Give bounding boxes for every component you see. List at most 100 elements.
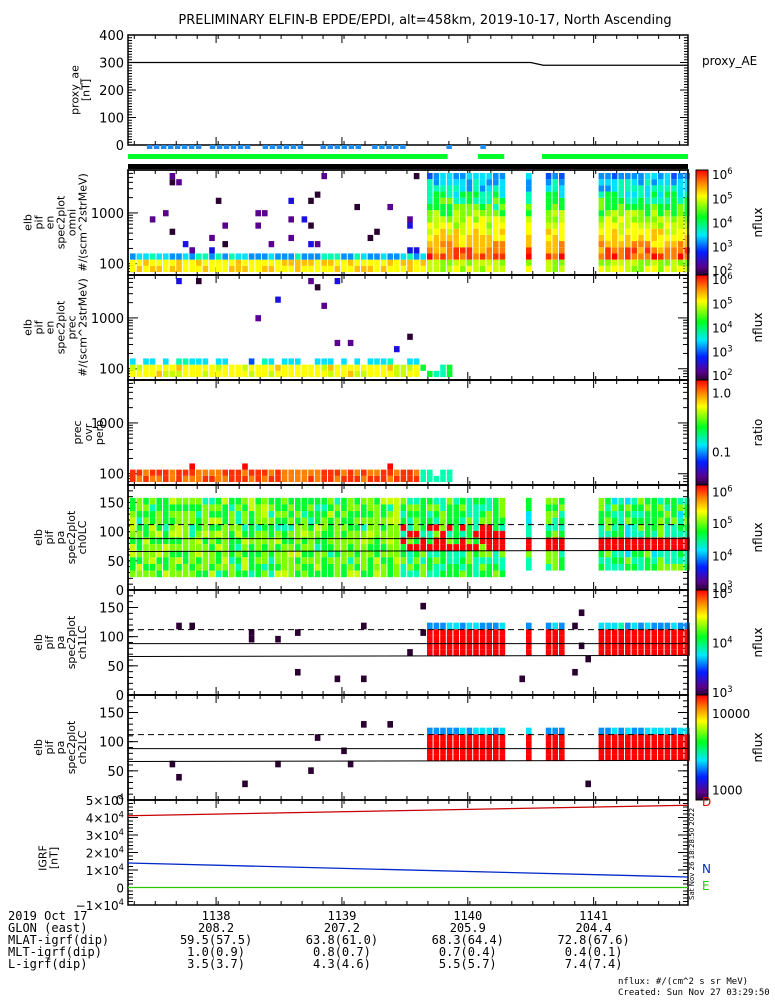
spectrogram-cell (321, 358, 327, 365)
spectrogram-cell (361, 721, 367, 728)
spectrogram-cell (321, 550, 327, 558)
spectrogram-cell (440, 557, 446, 564)
spectrogram-cell (559, 537, 565, 545)
spectrogram-cell (248, 504, 255, 512)
spectrogram-cell (526, 511, 532, 518)
spectrogram-cell (631, 222, 638, 229)
spectrogram-cell (638, 210, 644, 217)
y-axis-label-line: ch2LC (76, 730, 89, 764)
spectrogram-cell (420, 544, 426, 551)
spectrogram-cell (453, 241, 459, 248)
spectrogram-cell (288, 557, 294, 564)
spectrogram-cell (499, 734, 506, 741)
spectrogram-cell (308, 767, 314, 774)
spectrogram-cell (149, 530, 156, 538)
spectrogram-cell (413, 524, 420, 531)
spectrogram-cell (341, 517, 347, 525)
spectrogram-cell (361, 469, 367, 476)
spectrogram-cell (466, 173, 473, 180)
spectrogram-cell (268, 537, 275, 545)
spectrogram-cell (182, 241, 189, 248)
spectrogram-cell (433, 544, 440, 551)
spectrogram-cell (618, 222, 624, 229)
spectrogram-cell (367, 570, 374, 578)
spectrogram-cell (638, 642, 644, 650)
spectrogram-cell (453, 259, 459, 266)
spectrogram-cell (493, 629, 499, 636)
xaxis-tick-l: 7.4(7.4) (564, 957, 623, 971)
spectrogram-cell (638, 511, 644, 518)
spectrogram-cell (446, 537, 453, 545)
spectrogram-cell (446, 203, 453, 211)
spectrogram-cell (281, 469, 288, 476)
spectrogram-cell (248, 629, 255, 636)
y-axis-label-line: #/(scm^2strMeV) (77, 278, 90, 377)
spectrogram-cell (446, 734, 453, 741)
spectrogram-cell (611, 537, 618, 545)
spectrogram-cell (328, 259, 334, 266)
ch0lc-panel-ytick-label: 50 (107, 555, 124, 570)
spectrogram-cell (545, 517, 552, 525)
spectrogram-cell (394, 370, 400, 377)
spectrogram-cell (664, 635, 671, 643)
spectrogram-cell (677, 179, 684, 186)
spectrogram-cell (374, 563, 380, 571)
spectrogram-cell (446, 570, 453, 578)
spectrogram-cell (420, 497, 426, 505)
spectrogram-cell (625, 740, 631, 748)
spectrogram-cell (288, 524, 294, 531)
spectrogram-cell (493, 530, 499, 538)
spectrogram-cell (262, 497, 268, 505)
spectrogram-cell (189, 265, 195, 272)
spectrogram-cell (473, 511, 479, 518)
spectrogram-cell (446, 563, 453, 571)
spectrogram-cell (552, 727, 558, 735)
spectrogram-cell (288, 550, 294, 558)
spectrogram-cell (684, 497, 690, 505)
spectrogram-cell (433, 370, 440, 377)
spectrogram-cell (301, 537, 308, 545)
spectrogram-cell (143, 511, 149, 518)
spectrogram-cell (400, 550, 407, 558)
spectrogram-cell (598, 216, 605, 223)
spectrogram-cell (684, 524, 690, 531)
spectrogram-cell (361, 530, 367, 538)
spectrogram-cell (235, 475, 242, 482)
spectrogram-cell (611, 530, 618, 538)
spectrogram-cell (156, 544, 162, 551)
spectrogram-cell (499, 259, 506, 266)
spectrogram-cell (281, 524, 288, 531)
spectrogram-cell (545, 734, 552, 741)
xaxis-tick-mlt: 0.4(0.1) (564, 945, 623, 959)
spectrogram-cell (618, 185, 624, 192)
spectrogram-cell (440, 635, 446, 643)
spectrogram-cell (486, 234, 492, 242)
spectrogram-cell (295, 504, 301, 512)
spectrogram-cell (638, 517, 644, 525)
spectrogram-cell (677, 537, 684, 545)
y-axis-label-line: spec2plot (55, 195, 68, 249)
spectrogram-cell (262, 544, 268, 551)
y-axis-label-line: [nT] (48, 847, 61, 869)
spectrogram-cell (196, 497, 202, 505)
spectrogram-cell (222, 530, 228, 538)
spectrogram-cell (473, 635, 479, 643)
spectrogram-cell (605, 216, 611, 223)
spectrogram-cell (598, 530, 605, 538)
spectrogram-cell (149, 265, 156, 272)
spectrogram-cell (209, 570, 215, 578)
spectrogram-cell (526, 191, 532, 198)
blue-status-segment (181, 145, 188, 149)
spectrogram-cell (367, 557, 374, 564)
spectrogram-cell (367, 370, 374, 377)
spectrogram-cell (493, 747, 499, 755)
spectrogram-cell (149, 524, 156, 531)
spectrogram-cell (618, 216, 624, 223)
spectrogram-cell (559, 234, 565, 242)
spectrogram-cell (427, 563, 433, 571)
spectrogram-cell (486, 511, 492, 518)
spectrogram-cell (460, 185, 466, 192)
spectrogram-cell (638, 629, 644, 636)
spectrogram-cell (433, 537, 440, 545)
blue-status-segment (480, 145, 486, 149)
